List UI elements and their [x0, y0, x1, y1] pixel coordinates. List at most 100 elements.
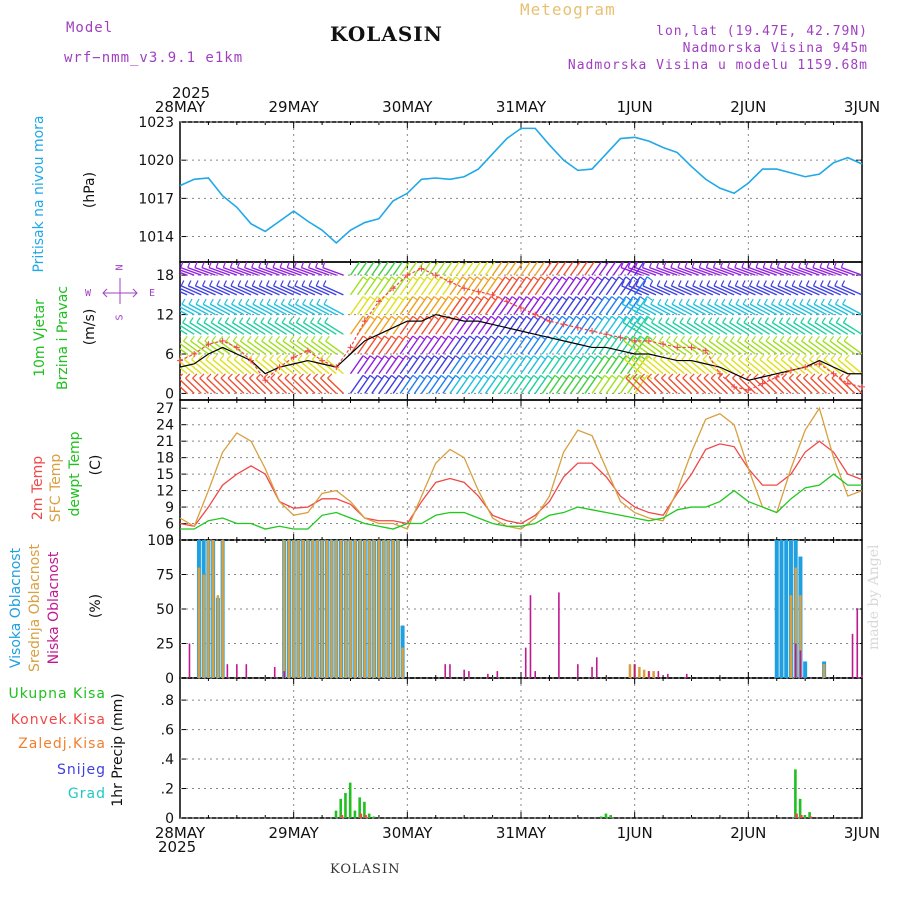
wind-barb [513, 335, 528, 355]
wind-barb [598, 296, 613, 315]
wind-barb [791, 285, 813, 296]
wind-barb [787, 359, 806, 375]
low-cloud-bar [273, 666, 276, 678]
wind-barb [484, 355, 499, 375]
wind-barb-flag [663, 280, 668, 287]
wind-gust-marker [660, 341, 667, 348]
wind-barb-flag [692, 298, 697, 305]
wind-barb [548, 315, 563, 335]
wind-barb-flag [666, 335, 671, 342]
wind-barb-flag [744, 335, 749, 342]
wind-barb-flag [490, 374, 497, 380]
wind-barb-flag [315, 262, 319, 268]
wind-barb [756, 303, 778, 316]
wind-barb [302, 303, 323, 316]
wind-barb [660, 377, 678, 394]
wind-barb [204, 340, 224, 355]
wind-barb-flag [275, 335, 281, 342]
wind-barb [357, 315, 371, 335]
wind-barb-flag [469, 374, 475, 380]
wind-barb-flag [463, 257, 468, 261]
wind-barb [678, 285, 699, 296]
wind-barb [392, 276, 407, 296]
wind-barb [634, 276, 648, 296]
wind-barb-flag [426, 374, 433, 380]
wind-barb-flag [231, 298, 236, 305]
wind-barb [619, 262, 631, 276]
wind-barb [209, 285, 231, 296]
wind-barb-flag [836, 335, 842, 342]
wind-barb-flag [673, 335, 678, 342]
low-cloud-bar [226, 664, 229, 678]
cloud-title-low: Niska Oblacnost [46, 551, 62, 665]
wind-barb-flag [296, 335, 302, 342]
convective-rain-bar [364, 815, 367, 818]
wind-barb [659, 340, 678, 355]
wind-barb [181, 303, 202, 316]
y-tick-label: 6 [165, 347, 174, 363]
cloud-title-mid: Srednja Oblacnost [27, 544, 43, 672]
wind-barb-flag [470, 257, 475, 261]
convective-rain-bar [359, 813, 363, 818]
wind-barb-flag [455, 276, 461, 281]
wind-barb [364, 355, 378, 375]
wind-barb-flag [785, 298, 790, 305]
mid-cloud-bar [330, 540, 333, 678]
wind-barb-flag [519, 296, 525, 301]
wind-barb-flag [786, 317, 791, 323]
wind-barb-flag [384, 355, 390, 360]
wind-gust-marker [617, 334, 624, 341]
wind-barb [203, 322, 223, 335]
wind-barb [584, 296, 599, 315]
low-cloud-bar [444, 664, 447, 678]
wind-barb-flag [504, 315, 511, 321]
wind-barb [357, 262, 368, 276]
wind-barb [570, 315, 584, 335]
wind-barb [506, 315, 520, 335]
wind-barb [364, 276, 378, 296]
pressure-line [179, 127, 863, 244]
legend-convective-rain: Konvek.Kisa [10, 712, 106, 728]
wind-barb [296, 340, 316, 355]
wind-barb [230, 266, 252, 276]
wind-barb [555, 296, 570, 315]
wind-barb-flag [384, 296, 390, 301]
wind-barb-flag [555, 257, 560, 261]
wind-barb-flag [237, 280, 242, 287]
wind-barb-flag [180, 280, 185, 287]
wind-barb [449, 276, 464, 296]
wind-barb-flag [419, 276, 426, 281]
wind-barb-flag [512, 257, 517, 261]
wind-barb-flag [462, 296, 468, 301]
wind-barb [406, 315, 421, 335]
wind-barb-flag [650, 298, 655, 305]
wind-barb-flag [490, 276, 497, 281]
wind-barb-flag [646, 373, 652, 379]
wind-barb [180, 306, 195, 316]
total-rain-bar [358, 797, 361, 818]
wind-barb-flag [706, 280, 711, 287]
wind-barb [267, 322, 287, 335]
wind-barb [699, 266, 721, 276]
wind-barb [349, 375, 364, 394]
wind-barb-flag [236, 262, 241, 268]
wind-barb [202, 285, 223, 296]
wind-barb [413, 296, 428, 315]
wind-barb-flag [590, 355, 596, 360]
wind-barb [812, 266, 834, 276]
wind-barb-flag [646, 315, 653, 321]
wind-barb-flag [755, 262, 759, 268]
wind-barb-flag [301, 280, 306, 287]
wind-barb-flag [778, 317, 784, 323]
wind-barb-flag [265, 280, 270, 287]
wind-barb-flag [796, 373, 802, 379]
wind-barb-flag [217, 317, 223, 323]
wind-barb [180, 294, 181, 295]
wind-barb-flag [548, 257, 553, 261]
wind-barb-flag [412, 355, 419, 360]
wind-barb-flag [717, 373, 724, 379]
wind-barb-flag [511, 374, 518, 380]
wind-barb [506, 375, 520, 394]
wind-barb [349, 276, 364, 296]
wind-barb [492, 335, 506, 355]
